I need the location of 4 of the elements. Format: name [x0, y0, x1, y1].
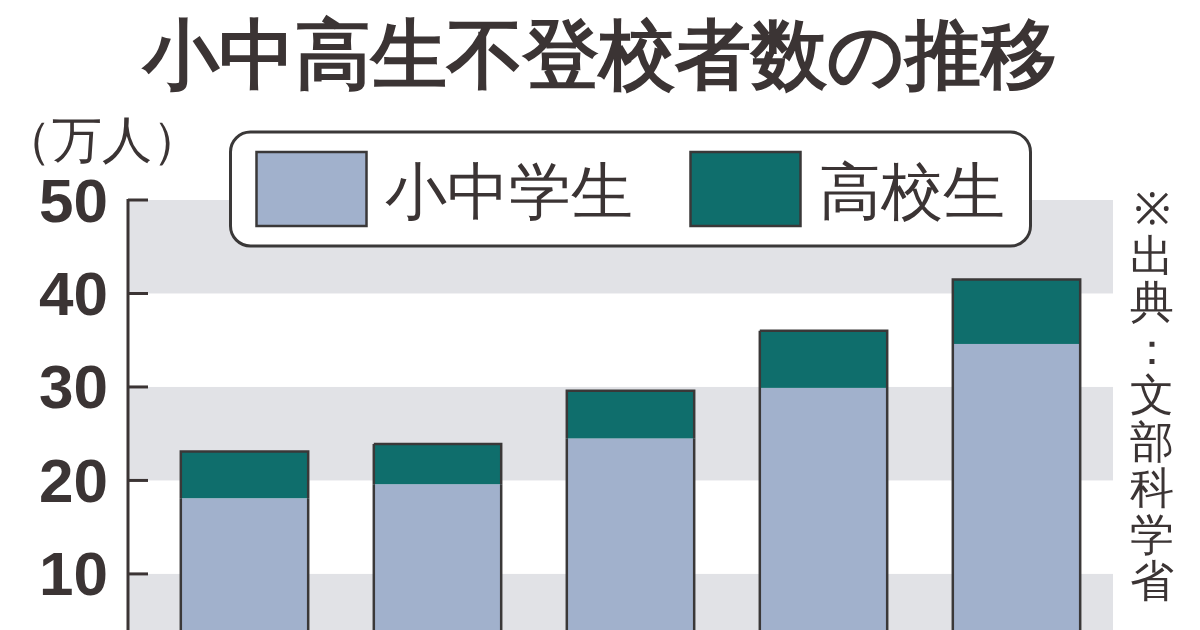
legend-label: 高校生	[818, 156, 1005, 226]
legend-label: 小中学生	[384, 156, 633, 226]
ylabel: （万人）	[2, 112, 202, 168]
title: 小中高生不登校者数の推移	[143, 11, 1057, 97]
